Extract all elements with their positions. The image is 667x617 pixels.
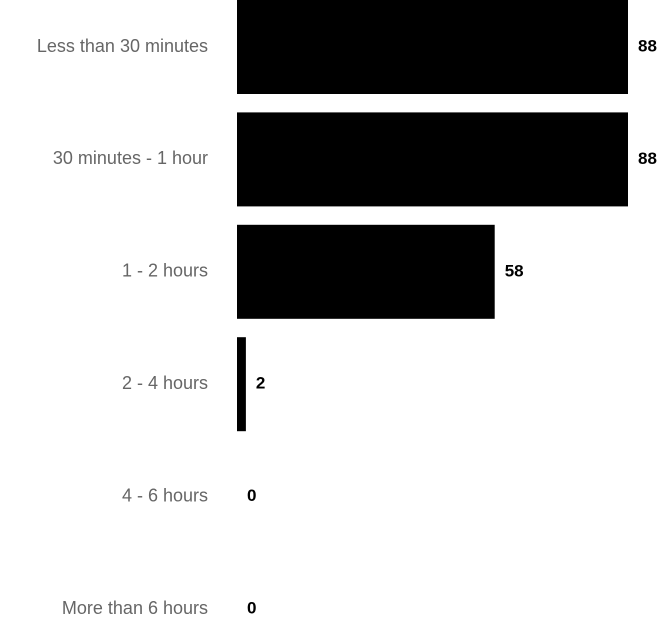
category-label-1: 30 minutes - 1 hour — [53, 148, 208, 168]
bars-group — [237, 0, 628, 432]
bar-2 — [237, 224, 495, 319]
category-label-4: 4 - 6 hours — [122, 485, 208, 505]
bar-1 — [237, 112, 628, 207]
value-label-4: 0 — [247, 486, 256, 505]
value-label-5: 0 — [247, 598, 256, 617]
value-label-2: 58 — [505, 261, 524, 280]
bar-0 — [237, 0, 628, 94]
category-label-2: 1 - 2 hours — [122, 261, 208, 281]
category-labels-group: Less than 30 minutes 30 minutes - 1 hour 1… — [37, 36, 208, 617]
category-label-5: More than 6 hours — [62, 598, 208, 617]
value-label-1: 88 — [638, 149, 657, 168]
category-label-3: 2 - 4 hours — [122, 373, 208, 393]
category-label-0: Less than 30 minutes — [37, 36, 208, 56]
value-label-0: 88 — [638, 36, 657, 55]
value-labels-group: 88 88 58 2 0 0 — [247, 36, 657, 617]
bar-3 — [237, 337, 246, 432]
value-label-3: 2 — [256, 374, 265, 393]
